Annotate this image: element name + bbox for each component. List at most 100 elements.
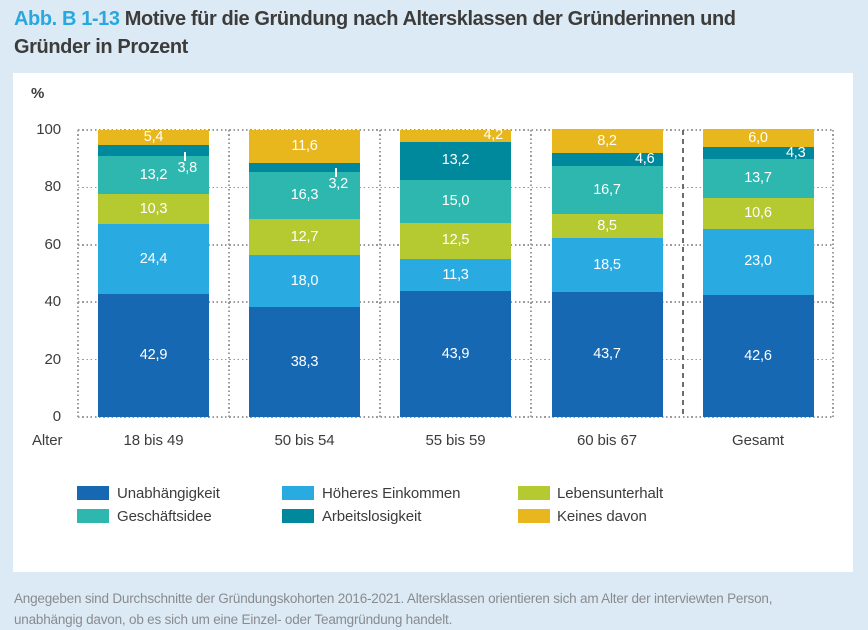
bar-value-label: 11,3 (442, 266, 469, 283)
bar-value-label: 18,5 (593, 256, 621, 273)
leader-tick (184, 152, 186, 162)
bar-segment (249, 307, 360, 417)
y-tick-label: 80 (44, 178, 62, 196)
bar-value-label: 43,7 (593, 346, 621, 363)
legend-swatch (282, 509, 314, 523)
bar-value-label: 8,2 (597, 132, 617, 149)
bar-segment (702, 228, 814, 295)
bar-segment (400, 179, 511, 223)
legend-swatch (282, 486, 314, 500)
bar-segment (551, 129, 663, 153)
bar-segment (702, 146, 814, 159)
legend-swatch (77, 509, 109, 523)
figure-title-line2: Gründer in Prozent (14, 36, 188, 58)
bar-segment (98, 156, 209, 195)
y-tick-label: 40 (44, 293, 62, 311)
bar-value-label: 11,6 (291, 138, 318, 155)
chart-card: % 0 20 40 60 80 100 42,9 24,4 10,3 13,2 3,8 5,4 18 b… (13, 73, 853, 572)
dotted-separator (228, 130, 230, 417)
legend-swatch (518, 509, 550, 523)
bar-segment (400, 291, 511, 417)
dotted-separator (530, 130, 532, 417)
bar-segment (551, 291, 663, 417)
legend-swatch (518, 486, 550, 500)
bar-segment (98, 130, 209, 146)
bar-value-label: 42,9 (139, 347, 168, 364)
bar-segment (249, 172, 360, 219)
bar-value-label: 15,0 (441, 192, 470, 209)
bar-value-label: 12,5 (441, 232, 470, 249)
figure-title: Abb. B 1-13 Motive für die Gründung nach… (14, 5, 852, 61)
y-tick-label: 0 (52, 408, 61, 425)
bar-segment (551, 152, 663, 167)
bar-value-label: 43,9 (441, 345, 470, 362)
bar-segment (702, 198, 814, 229)
bar-value-label: 10,6 (744, 205, 772, 222)
dotted-separator (77, 130, 79, 417)
bar-segment (98, 293, 209, 417)
bar-segment (98, 223, 209, 294)
bar-segment (249, 163, 360, 173)
bar-segment (98, 145, 209, 157)
bar-value-label: 12,7 (290, 228, 319, 245)
bar-category-label: Gesamt (732, 432, 784, 449)
legend-label: Arbeitslosigkeit (322, 508, 422, 525)
legend-label: Unabhängigkeit (117, 485, 220, 502)
bar-value-label: 18,0 (290, 272, 319, 289)
footnote: Angegeben sind Durchschnitte der Gründun… (14, 588, 860, 630)
bar-category-label: 60 bis 67 (577, 432, 637, 449)
bar-value-label: 3,2 (328, 176, 348, 193)
legend-label: Keines davon (557, 508, 647, 525)
bar-value-label: 16,7 (593, 181, 621, 198)
bar-segment (400, 129, 511, 142)
gridline (78, 416, 833, 418)
dotted-separator (379, 130, 381, 417)
bar-value-label: 4,6 (634, 151, 655, 168)
bar-segment (249, 129, 360, 163)
bar-value-label: 4,3 (785, 144, 806, 161)
bar-segment (400, 258, 511, 291)
bar-value-label: 4,2 (483, 127, 503, 144)
bar-value-label: 10,3 (139, 200, 168, 217)
dotted-separator (832, 130, 834, 417)
y-tick-label: 100 (36, 121, 61, 138)
bar-value-label: 16,3 (290, 187, 319, 204)
footnote-line1: Angegeben sind Durchschnitte der Gründun… (14, 591, 773, 606)
bar-category-label: 55 bis 59 (425, 432, 486, 449)
bar-value-label: 8,5 (597, 218, 617, 235)
x-axis-label: Alter (32, 432, 63, 449)
legend-label: Höheres Einkommen (322, 485, 461, 502)
legend-label: Lebensunterhalt (557, 485, 664, 502)
y-axis-unit-label: % (31, 85, 45, 102)
bar-value-label: 42,6 (744, 347, 772, 364)
y-tick-label: 60 (44, 235, 62, 253)
bar-segment (98, 194, 209, 224)
bar-value-label: 3,8 (177, 160, 197, 177)
bar-segment (551, 166, 663, 215)
bar-segment (400, 141, 511, 180)
bar-category-label: 50 bis 54 (274, 432, 335, 449)
bar-category-label: 18 bis 49 (123, 432, 184, 449)
bar-segment (702, 158, 814, 199)
figure-label: Abb. B 1-13 (14, 8, 120, 30)
figure-title-line1: Motive für die Gründung nach Altersklass… (124, 8, 736, 30)
bar-segment (249, 255, 360, 308)
y-tick-label: 20 (44, 350, 62, 368)
bar-value-label: 23,0 (744, 253, 772, 270)
bar-segment (702, 129, 814, 147)
bar-value-label: 24,4 (139, 250, 168, 267)
bar-segment (400, 222, 511, 259)
leader-tick (335, 168, 337, 178)
bar-value-label: 6,0 (748, 129, 768, 146)
legend-label: Geschäftsidee (117, 508, 212, 525)
legend-swatch (77, 486, 109, 500)
dashed-separator (682, 130, 684, 417)
bar-value-label: 13,2 (139, 167, 168, 184)
chart-area: 0 20 40 60 80 100 42,9 24,4 10,3 13,2 3,8 5,4 18 bis… (13, 73, 853, 572)
bar-segment (702, 294, 814, 417)
bar-segment (249, 218, 360, 256)
bar-value-label: 5,4 (143, 129, 164, 146)
bar-value-label: 38,3 (290, 353, 319, 370)
bar-segment (551, 214, 663, 239)
bar-value-label: 13,2 (441, 152, 470, 169)
